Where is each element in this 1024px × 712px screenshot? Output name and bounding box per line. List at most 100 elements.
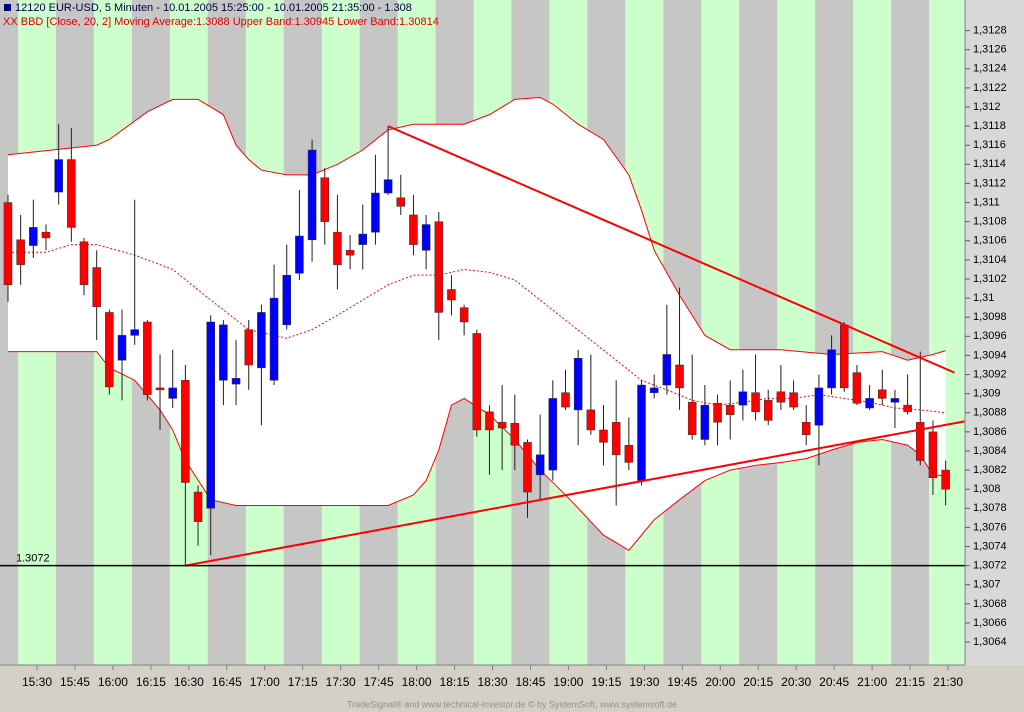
y-tick-label: 1,308 [973,483,1001,495]
candle-body [497,422,507,429]
x-tick-label: 19:15 [591,675,621,689]
y-tick-label: 1,3094 [973,349,1007,361]
y-tick-label: 1,3076 [973,521,1007,533]
candle-body [206,321,215,509]
candle-body [219,324,228,381]
candle-body [649,387,659,393]
candle-body [421,224,431,251]
candle-body [878,389,887,399]
candle-body [700,404,710,440]
candle-body [459,307,469,323]
band-line [7,96,946,361]
y-tick-label: 1,3124 [973,63,1007,75]
candle-body [447,289,456,301]
candle-body [599,429,608,443]
y-tick-label: 1,3108 [973,216,1007,228]
y-tick-label: 1,3064 [973,636,1007,648]
x-tick-label: 18:45 [515,675,545,689]
candle-body [827,349,836,389]
candle-body [345,250,355,256]
candle-body [903,404,912,413]
labels: 12120 EUR-USD, 5 Minuten - 10.01.2005 15… [3,2,1007,709]
candle-body [928,431,938,478]
candle-body [92,267,101,307]
y-tick-label: 1,3072 [973,560,1007,572]
time-stripe [777,0,816,665]
x-tick-label: 21:00 [857,675,887,689]
chart-title: 12120 EUR-USD, 5 Minuten - 10.01.2005 15… [15,2,412,14]
time-stripe [929,0,968,665]
candle-body [409,214,418,245]
y-tick-label: 1,3102 [973,273,1007,285]
x-tick-label: 16:30 [174,675,204,689]
x-tick-label: 17:30 [326,675,356,689]
y-tick-label: 1,3104 [973,254,1007,266]
y-tick-label: 1,3078 [973,502,1007,514]
candle-body [282,274,291,326]
candle-body [193,491,203,522]
candle-body [941,469,950,490]
candle-body [168,387,177,399]
y-tick-label: 1,307 [973,579,1001,591]
x-tick-label: 20:30 [781,675,811,689]
candle-body [713,402,722,423]
candle-body [687,401,697,435]
candle-body [801,422,811,435]
candle-body [865,398,874,409]
candle-body [852,372,862,404]
candle-body [320,177,329,222]
time-stripe [853,0,892,665]
candle-body [41,231,51,239]
x-tick-label: 17:45 [364,675,394,689]
x-tick-label: 15:45 [60,675,90,689]
y-tick-label: 1,3114 [973,158,1006,170]
x-tick-label: 16:45 [212,675,242,689]
candle-body [472,333,482,431]
candle-body [79,241,89,285]
y-tick-label: 1,311 [973,196,1000,208]
y-tick-label: 1,31 [973,292,994,304]
x-tick-label: 17:15 [288,675,318,689]
plot-area: 1.3072 [0,0,968,665]
level-label: 1.3072 [16,553,50,565]
candle-body [358,233,368,245]
candle-body [383,179,393,194]
x-tick-label: 18:00 [402,675,432,689]
band-fill [7,97,946,551]
candle-body [548,398,558,471]
candle-body [67,159,76,228]
y-tick-label: 1,3106 [973,235,1007,247]
x-tick-label: 16:15 [136,675,166,689]
trend-line [185,420,965,567]
candle-body [510,423,520,446]
x-tick-label: 15:30 [22,675,52,689]
candle-body [181,380,190,483]
y-tick-label: 1,3088 [973,407,1007,419]
candle-body [244,329,253,366]
x-tick-label: 16:00 [98,675,128,689]
y-tick-label: 1,3086 [973,426,1007,438]
y-axis-panel [965,0,1024,665]
candle-body [763,400,773,421]
candle-body [3,202,13,285]
y-tick-label: 1,312 [973,101,1001,113]
candle-body [662,354,672,386]
candle-body [789,392,798,408]
candle-body [54,159,63,193]
y-tick-label: 1,3116 [973,139,1006,151]
x-tick-label: 20:45 [819,675,849,689]
symbol-icon [4,4,11,11]
y-tick-label: 1,3074 [973,540,1007,552]
x-tick-label: 18:30 [478,675,508,689]
candle-body [738,391,748,406]
candle-body [675,364,684,389]
candle-body [561,392,570,408]
x-tick-label: 21:15 [895,675,925,689]
candle-body [231,378,241,385]
candle-body [105,312,114,388]
y-tick-label: 1,3118 [973,120,1006,132]
y-tick-label: 1,3096 [973,330,1007,342]
y-tick-label: 1,3066 [973,617,1007,629]
candle-body [143,321,152,395]
